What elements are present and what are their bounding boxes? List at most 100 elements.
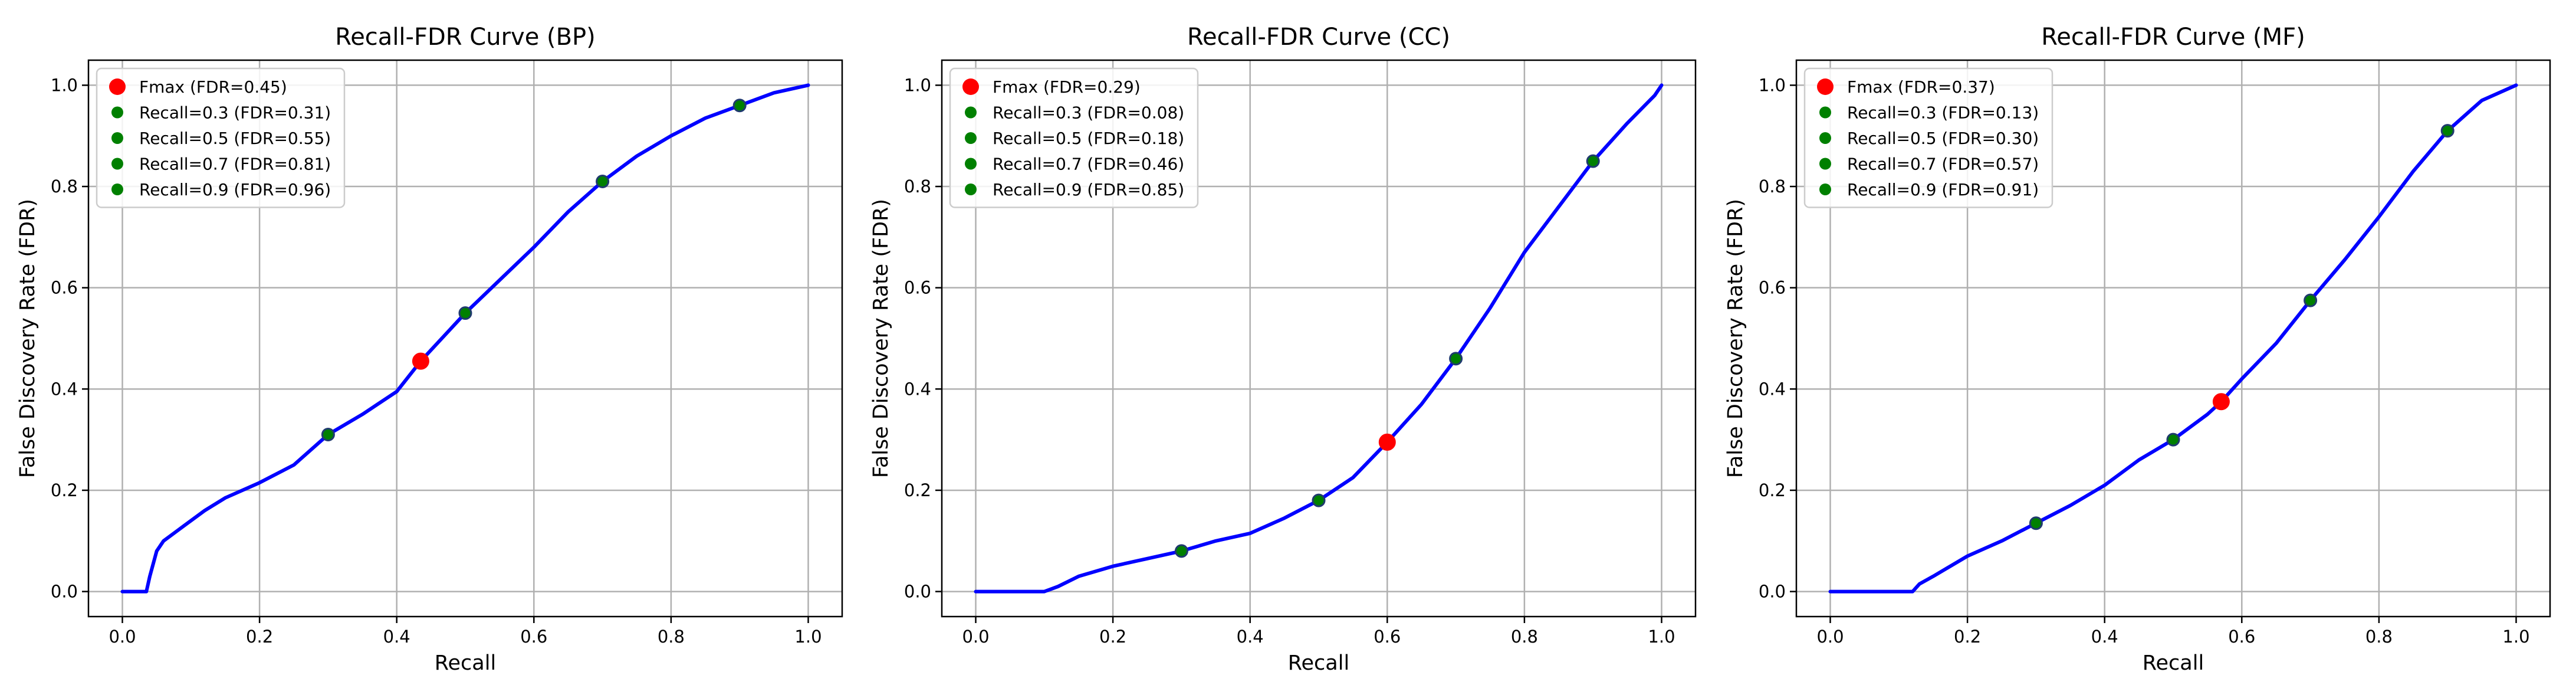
y-tick-label: 0.2 [51,480,78,500]
x-axis-label: Recall [2143,651,2204,675]
y-tick-label: 0.0 [51,582,78,602]
x-tick-label: 1.0 [1648,627,1675,647]
y-tick-label: 0.2 [904,480,931,500]
legend-recall-swatch [965,158,977,170]
recall-point-marker [1312,493,1326,507]
fmax-marker [2212,393,2230,411]
y-tick-label: 0.0 [1759,582,1786,602]
y-tick-label: 0.6 [51,278,78,298]
recall-point-marker [458,306,472,320]
x-axis-label: Recall [1288,651,1349,675]
legend-entry-label: Recall=0.9 (FDR=0.96) [139,180,331,199]
legend-entry-label: Recall=0.3 (FDR=0.13) [1847,103,2039,123]
legend-recall-swatch [1819,132,1831,144]
recall-point-marker [1586,154,1600,168]
legend-entry-label: Recall=0.7 (FDR=0.57) [1847,155,2039,174]
legend-entry-label: Recall=0.3 (FDR=0.08) [993,103,1184,123]
y-tick-label: 1.0 [904,75,931,95]
x-tick-label: 0.0 [109,627,136,647]
y-tick-label: 0.6 [1759,278,1786,298]
y-axis-label: False Discovery Rate (FDR) [16,199,40,478]
recall-point-marker [2304,293,2318,307]
x-axis-label: Recall [435,651,496,675]
recall-fdr-curve [1828,83,2518,594]
recall-point-marker [2166,432,2180,447]
y-tick-label: 0.8 [1759,176,1786,196]
recall-point-marker [2029,516,2043,530]
legend-recall-swatch [1819,106,1831,119]
x-tick-label: 1.0 [2502,627,2529,647]
recall-point-marker [321,428,335,442]
recall-point-marker [2440,124,2455,138]
y-tick-label: 0.6 [904,278,931,298]
y-tick-label: 0.2 [1759,480,1786,500]
y-tick-label: 1.0 [51,75,78,95]
legend-recall-swatch [111,158,123,170]
chart-title: Recall-FDR Curve (CC) [1187,24,1450,51]
legend-recall-swatch [111,132,123,144]
legend-fmax-swatch [962,78,979,95]
axes-frame [941,59,1697,618]
chart-panel: Recall-FDR Curve (BP) 0.0 0.2 0.4 0.6 0.8 1.0 0… [16,24,843,675]
legend-recall-swatch [111,183,123,195]
axes-frame [87,59,843,618]
recall-fdr-curve [974,83,1664,594]
legend-recall-swatch [965,132,977,144]
x-tick-label: 0.8 [658,627,685,647]
x-tick-label: 0.4 [383,627,410,647]
x-tick-label: 0.4 [1237,627,1264,647]
y-tick-label: 0.4 [1759,379,1786,399]
legend-fmax-swatch [1817,78,1834,95]
y-axis-label: False Discovery Rate (FDR) [1724,199,1747,478]
chart-title: Recall-FDR Curve (BP) [335,24,596,51]
axes-frame [1795,59,2551,618]
legend: Fmax (FDR=0.45) Recall=0.3 (FDR=0.31) Reca… [96,67,346,208]
y-tick-label: 0.0 [904,582,931,602]
recall-point-marker [596,174,610,188]
x-tick-label: 0.0 [962,627,989,647]
fmax-marker [1378,433,1396,451]
x-tick-label: 0.6 [520,627,547,647]
legend-recall-swatch [1819,158,1831,170]
x-tick-label: 0.6 [2228,627,2255,647]
y-tick-label: 1.0 [1759,75,1786,95]
legend-recall-swatch [1819,183,1831,195]
recall-point-marker [732,99,747,113]
legend-entry-label: Fmax (FDR=0.45) [139,77,287,97]
legend-recall-swatch [965,183,977,195]
legend-entry-label: Recall=0.7 (FDR=0.46) [993,155,1184,174]
legend-entry-label: Recall=0.7 (FDR=0.81) [139,155,331,174]
chart-title: Recall-FDR Curve (MF) [2041,24,2305,51]
chart-panel: Recall-FDR Curve (CC) 0.0 0.2 0.4 0.6 0.8 1.0 0… [869,24,1697,675]
legend-entry-label: Recall=0.9 (FDR=0.85) [993,180,1184,199]
legend-entry-label: Recall=0.5 (FDR=0.55) [139,129,331,148]
legend-entry-label: Recall=0.3 (FDR=0.31) [139,103,331,123]
legend-recall-swatch [111,106,123,119]
legend-fmax-swatch [109,78,126,95]
chart-panel: Recall-FDR Curve (MF) 0.0 0.2 0.4 0.6 0.8 1.0 0… [1724,24,2551,675]
x-tick-label: 0.2 [246,627,273,647]
x-tick-label: 1.0 [794,627,822,647]
legend-entry-label: Fmax (FDR=0.29) [993,77,1141,97]
x-tick-label: 0.2 [1954,627,1981,647]
legend: Fmax (FDR=0.37) Recall=0.3 (FDR=0.13) Reca… [1803,67,2053,208]
legend-box [96,67,346,208]
legend-entry-label: Recall=0.5 (FDR=0.18) [993,129,1184,148]
y-tick-label: 0.4 [904,379,931,399]
x-tick-label: 0.2 [1099,627,1126,647]
x-tick-label: 0.6 [1374,627,1401,647]
y-tick-label: 0.8 [904,176,931,196]
fmax-marker [412,352,429,370]
legend-recall-swatch [965,106,977,119]
legend-entry-label: Recall=0.5 (FDR=0.30) [1847,129,2039,148]
legend-entry-label: Recall=0.9 (FDR=0.91) [1847,180,2039,199]
x-tick-label: 0.8 [2365,627,2393,647]
recall-point-marker [1174,544,1188,558]
legend: Fmax (FDR=0.29) Recall=0.3 (FDR=0.08) Reca… [949,67,1199,208]
x-tick-label: 0.8 [1511,627,1538,647]
legend-box [949,67,1199,208]
recall-point-marker [1449,352,1463,366]
recall-fdr-curve [120,83,810,594]
